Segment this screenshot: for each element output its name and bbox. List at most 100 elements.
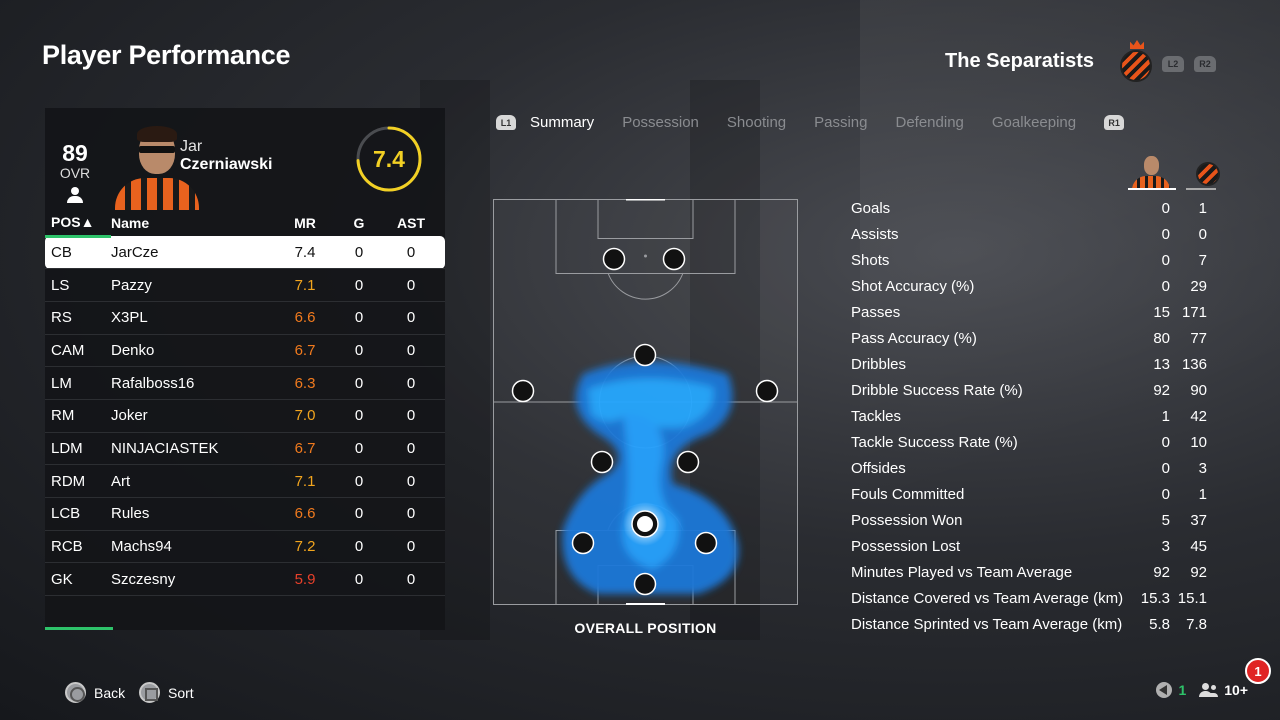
player-position: LDM: [45, 432, 111, 466]
column-header-ast[interactable]: AST: [397, 215, 425, 231]
player-position: RM: [45, 399, 111, 433]
stat-label: Tackles: [851, 407, 902, 425]
stat-label: Shots: [851, 251, 890, 269]
back-button[interactable]: Back: [65, 682, 125, 703]
team-name: The Separatists: [945, 49, 1094, 72]
stat-label: Shot Accuracy (%): [851, 277, 975, 295]
ovr-value: 89: [62, 140, 88, 166]
tab-passing[interactable]: Passing: [814, 114, 868, 131]
table-header-row: POS▲ Name MR G AST: [45, 210, 445, 238]
stat-row: Dribbles 13 136: [851, 351, 1207, 377]
player-goals: 0: [341, 268, 377, 302]
player-position: LM: [45, 366, 111, 400]
player-row[interactable]: LCB Rules 6.6 0 0: [45, 497, 445, 531]
tab-defending[interactable]: Defending: [895, 114, 964, 131]
r2-button-icon[interactable]: R2: [1194, 56, 1216, 72]
column-header-name[interactable]: Name: [111, 215, 150, 231]
stat-team-value: 15.1: [1177, 589, 1207, 607]
tab-goalkeeping[interactable]: Goalkeeping: [991, 114, 1077, 131]
pitch-graphic: [493, 198, 798, 605]
stat-row: Tackle Success Rate (%) 0 10: [851, 429, 1207, 455]
stat-row: Offsides 0 3: [851, 455, 1207, 481]
stat-row: Passes 15 171: [851, 299, 1207, 325]
player-goals: 0: [341, 530, 377, 564]
stat-row: Goals 0 1: [851, 195, 1207, 221]
stat-player-value: 0: [1161, 251, 1170, 269]
player-row[interactable]: CAM Denko 6.7 0 0: [45, 334, 445, 368]
stat-row: Minutes Played vs Team Average 92 92: [851, 559, 1207, 585]
stat-label: Dribble Success Rate (%): [851, 381, 1023, 399]
player-row[interactable]: RDM Art 7.1 0 0: [45, 464, 445, 498]
stat-player-value: 5: [1161, 511, 1170, 529]
player-table: POS▲ Name MR G AST CB JarCze 7.4 0 0 LS Pazzy 7…: [45, 210, 445, 597]
sort-button[interactable]: Sort: [139, 682, 194, 703]
tab-summary[interactable]: Summary: [530, 114, 595, 131]
player-row[interactable]: LS Pazzy 7.1 0 0: [45, 268, 445, 302]
l2-button-icon[interactable]: L2: [1162, 56, 1184, 72]
player-goals: 0: [341, 366, 377, 400]
player-row[interactable]: GK Szczesny 5.9 0 0: [45, 562, 445, 597]
stat-label: Assists: [851, 225, 899, 243]
match-rating-value: 7.4: [373, 145, 405, 172]
player-name-cell: X3PL: [111, 301, 269, 335]
player-row[interactable]: RCB Machs94 7.2 0 0: [45, 530, 445, 564]
player-name-cell: Szczesny: [111, 562, 269, 597]
stat-team-value: 42: [1190, 407, 1207, 425]
square-button-icon: [139, 682, 160, 703]
stat-row: Tackles 1 42: [851, 403, 1207, 429]
formation-markers: [511, 247, 779, 596]
player-row[interactable]: RS X3PL 6.6 0 0: [45, 301, 445, 335]
notification-badge[interactable]: 1: [1245, 658, 1271, 684]
friends-icon[interactable]: [1198, 683, 1218, 697]
stat-row: Distance Sprinted vs Team Average (km) 5.…: [851, 611, 1207, 637]
player-match-rating: 6.6: [269, 301, 341, 335]
stat-team-value: 10: [1190, 433, 1207, 451]
stat-team-value: 77: [1190, 329, 1207, 347]
page-title: Player Performance: [42, 40, 291, 70]
stat-row: Dribble Success Rate (%) 92 90: [851, 377, 1207, 403]
stat-row: Shots 0 7: [851, 247, 1207, 273]
player-assists: 0: [377, 301, 445, 335]
r1-button-icon[interactable]: R1: [1104, 115, 1125, 130]
stat-row: Possession Won 5 37: [851, 507, 1207, 533]
tab-shooting[interactable]: Shooting: [726, 114, 787, 131]
background-light: [860, 0, 1280, 720]
stat-player-value: 15.3: [1140, 589, 1170, 607]
player-match-rating: 7.2: [269, 530, 341, 564]
player-name-cell: Denko: [111, 334, 269, 368]
stat-row: Distance Covered vs Team Average (km) 15.…: [851, 585, 1207, 611]
mic-icon: [1156, 682, 1173, 698]
stat-row: Possession Lost 3 45: [851, 533, 1207, 559]
stat-player-value: 0: [1161, 433, 1170, 451]
l1-button-icon[interactable]: L1: [496, 115, 516, 130]
stat-team-value: 45: [1190, 537, 1207, 555]
player-name-cell: NINJACIASTEK: [111, 432, 269, 466]
stat-label: Dribbles: [851, 355, 907, 373]
player-name-cell: Joker: [111, 399, 269, 433]
social-status: 1 10+: [1156, 682, 1248, 698]
player-position: LCB: [45, 497, 111, 531]
stat-label: Passes: [851, 303, 901, 321]
player-row[interactable]: LDM NINJACIASTEK 6.7 0 0: [45, 432, 445, 466]
player-match-rating: 7.1: [269, 464, 341, 498]
column-header-mr[interactable]: MR: [294, 215, 316, 231]
player-assists: 0: [377, 497, 445, 531]
scroll-indicator: [45, 627, 113, 630]
player-match-rating: 6.7: [269, 334, 341, 368]
player-name-cell: Rafalboss16: [111, 366, 269, 400]
tab-possession[interactable]: Possession: [622, 114, 699, 131]
column-header-pos[interactable]: POS▲: [45, 210, 111, 238]
player-name-cell: JarCze: [111, 236, 269, 270]
player-goals: 0: [341, 301, 377, 335]
stat-label: Distance Sprinted vs Team Average (km): [851, 615, 1123, 633]
column-header-g[interactable]: G: [353, 215, 365, 231]
player-position: CAM: [45, 334, 111, 368]
player-match-rating: 6.3: [269, 366, 341, 400]
player-row[interactable]: CB JarCze 7.4 0 0: [45, 236, 445, 270]
player-row[interactable]: LM Rafalboss16 6.3 0 0: [45, 366, 445, 400]
party-count: 10+: [1224, 682, 1248, 698]
stat-player-value: 0: [1161, 225, 1170, 243]
player-match-rating: 6.6: [269, 497, 341, 531]
player-match-rating: 7.0: [269, 399, 341, 433]
player-row[interactable]: RM Joker 7.0 0 0: [45, 399, 445, 433]
